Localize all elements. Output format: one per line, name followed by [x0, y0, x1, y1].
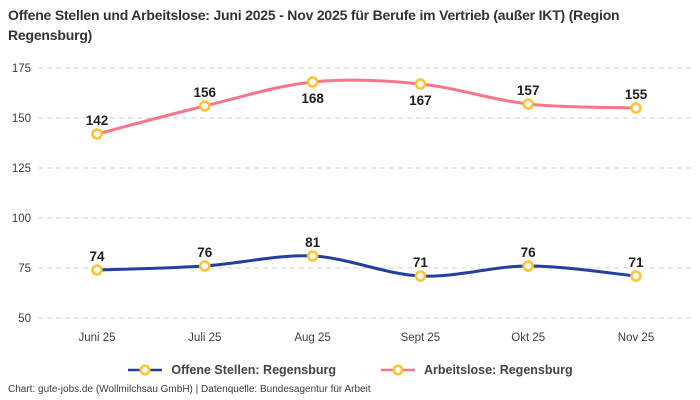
data-point-marker[interactable] [306, 250, 319, 262]
y-axis-tick-label: 100 [12, 213, 31, 225]
data-point-label: 81 [305, 235, 321, 250]
legend-line-marker-icon [380, 364, 415, 376]
data-point-label: 71 [413, 255, 429, 270]
data-point-marker[interactable] [414, 270, 427, 282]
x-axis-tick-label: Juli 25 [188, 332, 221, 344]
data-point-label: 157 [517, 83, 540, 98]
data-point-marker[interactable] [414, 78, 427, 90]
legend-line-marker-icon [128, 364, 163, 376]
x-axis-tick-label: Okt 25 [511, 332, 545, 344]
chart-legend: Offene Stellen: Regensburg Arbeitslose: … [0, 360, 700, 380]
data-point-label: 76 [197, 245, 213, 260]
y-axis-tick-label: 50 [18, 313, 31, 325]
y-axis-tick-label: 150 [12, 113, 31, 125]
data-point-marker[interactable] [522, 98, 534, 110]
data-point-marker[interactable] [630, 270, 642, 282]
data-point-marker[interactable] [91, 264, 103, 276]
data-point-label: 76 [521, 245, 537, 260]
series-line-Arbeitslose: Regensburg [95, 78, 638, 136]
x-axis-tick-label: Sept 25 [401, 332, 441, 344]
series-line-Offene Stellen: Regensburg [95, 254, 638, 278]
legend-ring-marker-icon [392, 364, 404, 376]
data-point-label: 155 [625, 87, 648, 102]
data-point-marker[interactable] [91, 128, 103, 140]
legend-item-offene-stellen[interactable]: Offene Stellen: Regensburg [127, 363, 336, 377]
legend-item-arbeitslose[interactable]: Arbeitslose: Regensburg [380, 363, 573, 377]
data-point-marker[interactable] [522, 260, 534, 272]
data-point-marker[interactable] [199, 100, 211, 112]
data-point-label: 74 [89, 249, 105, 264]
chart-credit: Chart: gute-jobs.de (Wollmilchsau GmbH) … [8, 384, 371, 395]
data-point-label: 168 [301, 91, 324, 106]
data-point-label: 71 [628, 255, 644, 270]
legend-ring-marker-icon [139, 364, 151, 376]
x-axis-tick-label: Juni 25 [78, 332, 115, 344]
y-axis-tick-label: 175 [12, 63, 31, 75]
chart-title: Offene Stellen und Arbeitslose: Juni 202… [8, 7, 620, 43]
data-point-marker[interactable] [630, 102, 642, 114]
legend-label-arbeitslose: Arbeitslose: Regensburg [423, 363, 573, 377]
x-axis-tick-label: Nov 25 [618, 332, 654, 344]
data-point-label: 142 [86, 113, 109, 128]
x-axis-tick-label: Aug 25 [294, 332, 330, 344]
data-point-marker[interactable] [306, 76, 319, 88]
data-point-label: 167 [409, 93, 432, 108]
data-point-label: 156 [194, 85, 217, 100]
legend-label-offene-stellen: Offene Stellen: Regensburg [171, 363, 336, 377]
y-axis-tick-label: 75 [18, 263, 31, 275]
y-axis-tick-label: 125 [12, 163, 31, 175]
data-point-marker[interactable] [199, 260, 211, 272]
